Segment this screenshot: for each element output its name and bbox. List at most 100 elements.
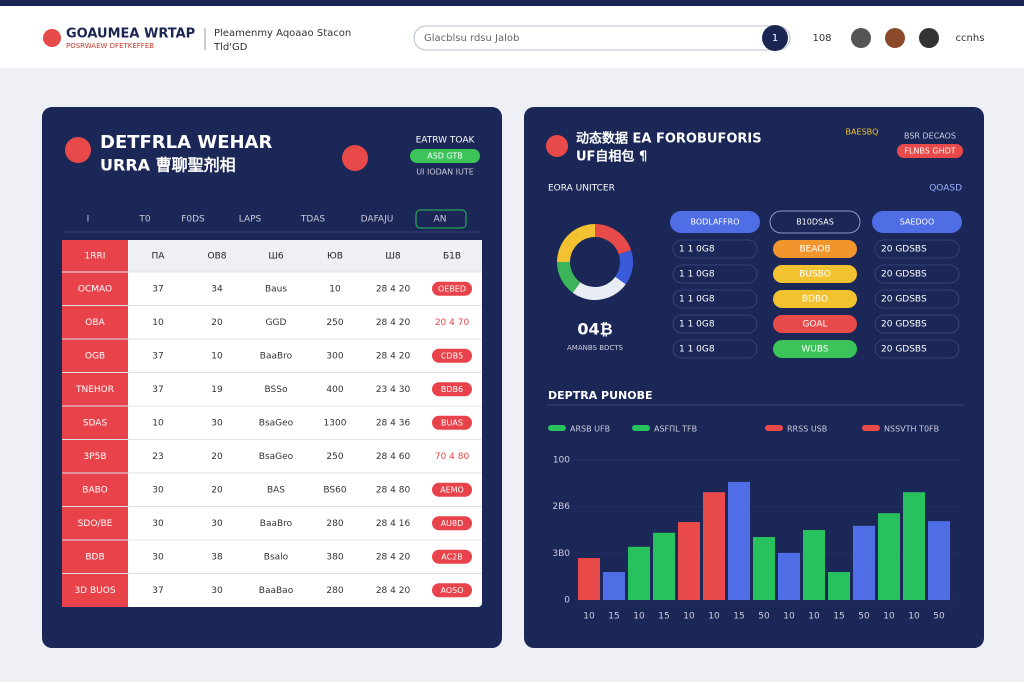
legend-label: ASFПL TFB [654,425,697,434]
x-tick-label: 10 [633,612,645,622]
chart-title: DEPTRA PUNOBE [548,389,652,402]
tab[interactable]: LAPS [239,215,262,225]
x-tick-label: 15 [608,612,619,622]
status-label: CDB5 [441,351,463,360]
top-strip [0,0,1024,6]
bar [578,558,600,600]
table-cell: 23 4 30 [376,385,411,395]
search-placeholder: Glacblsu rdsu Jalob [424,33,519,44]
bar [653,532,675,600]
x-tick-label: 10 [808,612,820,622]
table-header-bg [128,240,482,272]
status-label: AU8D [441,519,464,528]
count: 108 [812,33,831,44]
table-first-col [62,240,128,607]
grid-cell-label: 1 1 0G8 [679,320,715,330]
table-header-cell: ПA [152,252,166,262]
grid-cell [672,339,758,359]
user-label: ccnhs [956,33,985,44]
table-cell: BS60 [323,485,346,495]
panel-title: 动态数据 EA FOROBUFORIS [576,131,762,147]
grid-cell [773,340,857,358]
x-tick-label: 50 [758,612,770,622]
table-cell: 37 [152,385,163,395]
grid-cell [773,315,857,333]
table-cell: 37 [152,284,163,294]
avatar[interactable] [851,28,871,48]
grid-header-label: B10DSAS [796,218,834,227]
search-box[interactable] [413,25,791,51]
bar [828,572,850,600]
table-cell: 28 4 20 [376,284,411,294]
table-cell: 28 4 36 [376,418,411,428]
panel-title: UF自相包 ¶ [576,149,647,165]
tab[interactable]: I [87,215,90,225]
table-cell: BDB [85,552,104,562]
tagline: Pleamenmy Aqoaao Stacon [214,28,351,39]
grid-cell [773,240,857,258]
donut-center: 04₿ [577,320,612,339]
table-cell: 30 [211,519,223,529]
tab[interactable]: F0DS [181,215,205,225]
table-cell: 20 4 70 [435,318,470,328]
table-cell: BaaBro [260,351,293,361]
table-cell: 250 [326,452,343,462]
side-note: UI IODAN IUTE [416,168,474,177]
status-pill [432,281,472,296]
status-label: OEBED [438,284,466,293]
legend-swatch [632,425,650,431]
table-cell: BABO [82,485,107,495]
tab[interactable]: AN [434,215,447,225]
status-pill [432,382,472,397]
legend-label: ARSB UFB [570,425,610,434]
search-button-label: 1 [772,33,778,44]
avatar[interactable] [919,28,939,48]
grid-cell-label: 1 1 0G8 [679,270,715,280]
section-label: QOASD [929,184,962,194]
bar [753,537,775,600]
x-tick-label: 10 [908,612,920,622]
grid-header[interactable] [769,210,861,234]
grid-header[interactable] [670,211,760,233]
status-label: AOSO [440,586,463,595]
table-cell: OGB [85,351,105,361]
bar [803,530,825,600]
tab-active[interactable] [415,209,467,229]
grid-cell-label: 20 GDSBS [881,245,927,255]
table-cell: 280 [326,519,343,529]
side-pill-label: ASD GTB [427,152,463,161]
grid-cell-label: GOAL [802,320,827,330]
tab[interactable]: DAFAJU [361,215,394,225]
table-header-cell: ОВ8 [208,252,227,262]
table-header-cell: Ш8 [385,252,401,262]
status-label: AC2B [441,552,463,561]
grid-cell-label: 20 GDSBS [881,345,927,355]
x-tick-label: 10 [883,612,895,622]
x-tick-label: 15 [833,612,844,622]
table-cell: 30 [152,552,164,562]
tab[interactable]: TDAS [300,215,325,225]
grid-cell-label: 1 1 0G8 [679,345,715,355]
grid-cell [874,289,960,309]
side-pill [897,144,963,158]
table-cell: Baus [265,284,287,294]
y-tick-label: 2B6 [552,502,570,512]
grid-cell-label: WUBS [801,345,829,355]
table-cell: 28 4 20 [376,586,411,596]
status-pill [432,482,472,497]
donut-segment [572,276,626,300]
table-cell: 28 4 80 [376,485,411,495]
search-button[interactable] [762,25,788,51]
logo-icon [43,29,61,47]
table-cell: 20 [211,485,223,495]
bar [928,521,950,600]
table-cell: 30 [211,418,223,428]
side-label: EATRW TOAK [416,136,476,146]
grid-header[interactable] [872,211,962,233]
table-cell: 28 4 20 [376,318,411,328]
avatar[interactable] [885,28,905,48]
legend-label: RRSS USB [787,425,827,434]
bar [728,481,750,600]
table-cell: 3P5B [83,452,106,462]
tab[interactable]: T0 [138,215,150,225]
